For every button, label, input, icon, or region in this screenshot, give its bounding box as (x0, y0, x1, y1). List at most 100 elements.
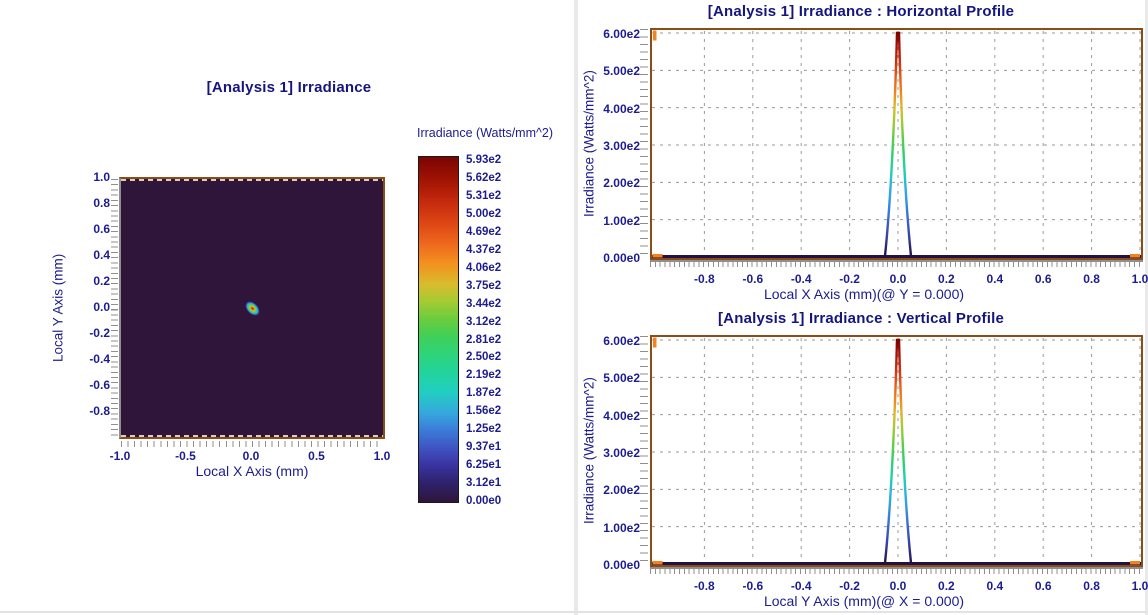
colorbar-tick-label: 5.93e2 (466, 154, 502, 166)
tick-label: 0.6 (1034, 272, 1052, 286)
vertical-profile-x-tick-labels: -0.8 -0.6 -0.4 -0.2 0.0 0.2 0.4 0.6 0.8 1.0 (650, 579, 1148, 593)
colorbar-tick-label: 2.19e2 (466, 369, 502, 382)
tick-label: 1.0 (1131, 579, 1148, 593)
map-x-ticks (121, 441, 383, 447)
map-gridline-bottom (121, 435, 383, 437)
colorbar-tick-labels: 5.93e2 5.62e2 5.31e2 5.00e2 4.69e2 4.37e2 4.06… (466, 153, 526, 513)
tick-label: 0.8 (1083, 579, 1100, 593)
tick-label: -1.0 (109, 449, 131, 463)
colorbar-gradient (418, 156, 459, 503)
tick-label: -0.2 (839, 272, 860, 286)
tick-label: 1.00e2 (603, 520, 640, 535)
corner-markers (652, 337, 1140, 565)
map-gridline-top (121, 179, 383, 181)
map-x-axis-title: Local X Axis (mm) (195, 463, 309, 479)
tick-label: 0.5 (308, 449, 325, 463)
vertical-profile-y-axis-title: Irradiance (Watts/mm^2) (581, 377, 597, 525)
colorbar-tick-label: 1.87e2 (466, 387, 502, 400)
profile-curve (883, 31, 913, 257)
colorbar-tick-label: 3.12e2 (466, 315, 502, 328)
tick-label: 0.4 (986, 272, 1004, 286)
tick-label: 0.6 (1034, 579, 1052, 593)
tick-label: -0.6 (742, 272, 764, 286)
vertical-profile-title: [Analysis 1] Irradiance : Vertical Profi… (717, 310, 1005, 327)
tick-label: 4.00e2 (603, 101, 640, 116)
tick-label: -0.4 (89, 352, 110, 367)
horizontal-profile-x-tick-labels: -0.8 -0.6 -0.4 -0.2 0.0 0.2 0.4 0.6 0.8 1.0 (650, 272, 1148, 286)
map-y-ticks (111, 179, 118, 437)
tick-label: 1.0 (93, 170, 110, 184)
profile-curve (883, 338, 913, 564)
tick-label: 0.6 (93, 222, 110, 237)
bottom-edge-divider (0, 611, 1148, 613)
tick-label: -0.5 (175, 449, 196, 463)
map-y-tick-labels: 1.0 0.8 0.6 0.4 0.2 0.0 -0.2 -0.4 -0.6 -0.8 (72, 170, 110, 432)
tick-label: 0.0 (889, 579, 907, 593)
v-gridlines (652, 338, 1141, 564)
tick-label: 2.00e2 (603, 483, 640, 498)
irradiance-map-canvas[interactable] (119, 177, 385, 439)
h-gridlines (652, 31, 1141, 257)
plot-border (650, 335, 1143, 567)
tick-label: 1.0 (1131, 272, 1148, 286)
tick-label: 4.00e2 (603, 408, 640, 423)
horizontal-profile-title: [Analysis 1] Irradiance : Horizontal Pro… (707, 3, 1015, 20)
vertical-profile-x-axis-title: Local Y Axis (mm)(@ X = 0.000) (763, 593, 965, 609)
horizontal-profile-y-axis-title: Irradiance (Watts/mm^2) (581, 70, 597, 218)
vertical-profile-canvas[interactable] (650, 335, 1143, 567)
colorbar-tick-label: 3.75e2 (466, 279, 502, 292)
colorbar-tick-label: 5.00e2 (466, 207, 502, 220)
tick-label: 0.8 (93, 196, 110, 211)
colorbar-tick-label: 5.62e2 (466, 171, 502, 184)
tick-label: 0.2 (93, 274, 110, 289)
map-title: [Analysis 1] Irradiance (206, 79, 372, 96)
tick-label: 0.8 (1083, 272, 1100, 286)
horizontal-profile-canvas[interactable] (650, 28, 1143, 260)
tick-label: 5.00e2 (603, 371, 640, 386)
colorbar-title: Irradiance (Watts/mm^2) (417, 126, 553, 140)
corner-markers (652, 30, 1140, 258)
plot-border (650, 28, 1143, 260)
colorbar-tick-label: 4.06e2 (466, 261, 502, 274)
vertical-profile-x-ticks (650, 569, 1143, 574)
tick-label: 0.2 (938, 579, 955, 593)
tick-label: -0.6 (742, 579, 764, 593)
vertical-profile-x-axis-line (650, 567, 1143, 569)
colorbar-tick-label: 1.56e2 (466, 405, 502, 418)
tick-label: -0.8 (694, 579, 715, 593)
tick-label: -0.2 (89, 326, 110, 341)
tick-label: -0.8 (89, 404, 110, 419)
tick-label: -0.4 (790, 272, 812, 286)
colorbar-tick-label: 4.69e2 (466, 225, 502, 238)
map-y-axis-title: Local Y Axis (mm) (50, 253, 66, 363)
colorbar-tick-label: 5.31e2 (466, 189, 502, 202)
horizontal-profile-y-ticks (640, 29, 648, 259)
tick-label: -0.8 (694, 272, 715, 286)
colorbar-tick-label: 4.37e2 (466, 243, 502, 256)
tick-label: 0.0 (242, 449, 260, 463)
vertical-profile-y-ticks (640, 336, 648, 566)
colorbar-tick-label: 3.44e2 (466, 297, 502, 310)
colorbar-tick-label: 0.00e0 (466, 495, 502, 508)
tick-label: 0.4 (986, 579, 1004, 593)
tick-label: 6.00e2 (603, 27, 640, 41)
tick-label: -0.4 (790, 579, 812, 593)
panel-divider[interactable] (574, 0, 578, 615)
tick-label: 3.00e2 (603, 445, 640, 460)
irradiance-peak-spot (242, 298, 263, 319)
horizontal-profile-x-axis-title: Local X Axis (mm)(@ Y = 0.000) (763, 286, 965, 302)
tick-label: 1.0 (373, 449, 391, 463)
tick-label: 0.00e0 (603, 250, 640, 265)
tick-label: 0.2 (938, 272, 955, 286)
tick-label: 0.0 (889, 272, 907, 286)
tick-label: 6.00e2 (603, 334, 640, 348)
colorbar-tick-label: 2.50e2 (466, 351, 502, 364)
tick-label: -0.6 (89, 378, 110, 393)
colorbar-tick-label: 2.81e2 (466, 333, 502, 346)
tick-label: 0.0 (93, 300, 110, 315)
horizontal-profile-x-ticks (650, 262, 1143, 267)
vertical-profile-y-tick-labels: 6.00e2 5.00e2 4.00e2 3.00e2 2.00e2 1.00e2 0.00… (598, 334, 640, 572)
map-x-tick-labels: -1.0 -0.5 0.0 0.5 1.0 (110, 449, 391, 463)
tick-label: 3.00e2 (603, 138, 640, 153)
